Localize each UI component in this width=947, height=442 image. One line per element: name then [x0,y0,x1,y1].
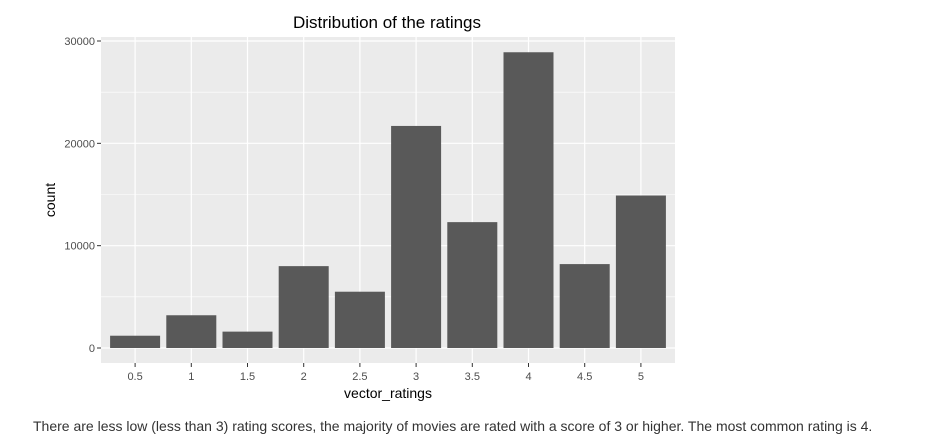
bar-1 [166,315,217,348]
bars [110,52,666,349]
chart-title: Distribution of the ratings [293,13,481,32]
bar-4.5 [559,264,610,348]
y-tick-label: 30000 [64,36,95,48]
axes: 0 10000 20000 30000 0.5 1 1.5 2 2.5 3 3.5 4 4.5 5 [64,36,644,383]
x-tick-label: 1.5 [240,371,255,383]
bar-4 [503,52,554,349]
x-tick-label: 0.5 [127,371,142,383]
y-axis-label: count [42,183,58,217]
x-tick-label: 4.5 [577,371,592,383]
x-tick-label: 4 [525,371,531,383]
ratings-bar-chart: Distribution of the ratings 0 10000 20000 3… [42,13,675,401]
y-tick-label: 0 [89,343,95,355]
x-tick-label: 1 [188,371,194,383]
bar-3.5 [447,222,498,348]
bar-5 [615,195,666,348]
x-tick-label: 5 [638,371,644,383]
bar-1.5 [222,331,273,348]
x-tick-label: 2.5 [352,371,367,383]
y-tick-label: 10000 [64,241,95,253]
bar-0.5 [110,335,161,348]
y-tick-label: 20000 [64,138,95,150]
x-axis-label: vector_ratings [344,385,432,401]
bar-3 [391,125,442,348]
chart-caption: There are less low (less than 3) rating … [33,418,873,434]
x-tick-label: 3 [413,371,419,383]
bar-2 [278,266,329,348]
bar-2.5 [334,291,385,348]
x-tick-label: 2 [301,371,307,383]
x-tick-label: 3.5 [465,371,480,383]
